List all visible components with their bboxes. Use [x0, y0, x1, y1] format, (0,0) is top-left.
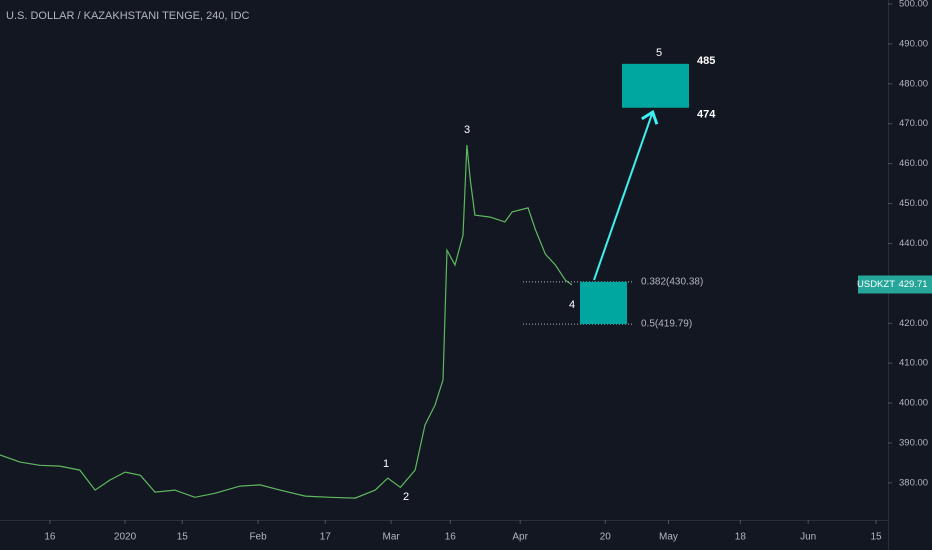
wave-label: 3 [464, 124, 470, 136]
wave4-zone [580, 281, 627, 325]
y-tick-label: 410.00 [899, 358, 928, 369]
projection-arrow [593, 109, 659, 281]
y-tick-label: 420.00 [899, 318, 928, 329]
wave-label: 4 [569, 299, 575, 311]
price-line [0, 144, 573, 499]
y-tick-label: 390.00 [899, 437, 928, 448]
x-tick-label: 20 [600, 532, 612, 543]
y-tick-label: 500.00 [899, 0, 928, 10]
x-tick-label: 15 [870, 532, 882, 543]
x-tick-label: May [659, 532, 678, 543]
x-tick-label: 15 [177, 532, 189, 543]
y-tick-label: 460.00 [899, 158, 928, 169]
wave-label: 2 [403, 491, 409, 503]
y-tick-label: 450.00 [899, 198, 928, 209]
target-high-label: 485 [697, 55, 715, 67]
wave-label: 5 [656, 47, 662, 59]
wave-label: 1 [383, 458, 389, 470]
price-tag [858, 275, 932, 294]
x-tick-label: Mar [383, 532, 401, 543]
x-tick-label: Feb [249, 532, 267, 543]
y-tick-label: 440.00 [899, 238, 928, 249]
y-tick-label: 380.00 [899, 477, 928, 488]
x-tick-label: Apr [512, 532, 528, 543]
y-tick-label: 490.00 [899, 38, 928, 49]
target-low-label: 474 [697, 109, 716, 121]
chart-title: U.S. DOLLAR / KAZAKHSTANI TENGE, 240, ID… [6, 10, 250, 22]
price-tag-name: USDKZT [857, 279, 895, 290]
x-tick-label: 18 [735, 532, 747, 543]
price-tag-value: 429.71 [898, 279, 927, 290]
x-tick-label: 2020 [114, 532, 137, 543]
x-tick-label: Jun [800, 532, 816, 543]
fib-label: 0.382(430.38) [641, 276, 703, 287]
y-tick-label: 400.00 [899, 398, 928, 409]
x-tick-label: 16 [445, 532, 457, 543]
x-tick-label: 17 [320, 532, 332, 543]
x-tick-label: 16 [44, 532, 56, 543]
y-tick-label: 470.00 [899, 118, 928, 129]
target-zone [622, 63, 689, 108]
y-tick-label: 480.00 [899, 78, 928, 89]
fib-label: 0.5(419.79) [641, 319, 692, 330]
